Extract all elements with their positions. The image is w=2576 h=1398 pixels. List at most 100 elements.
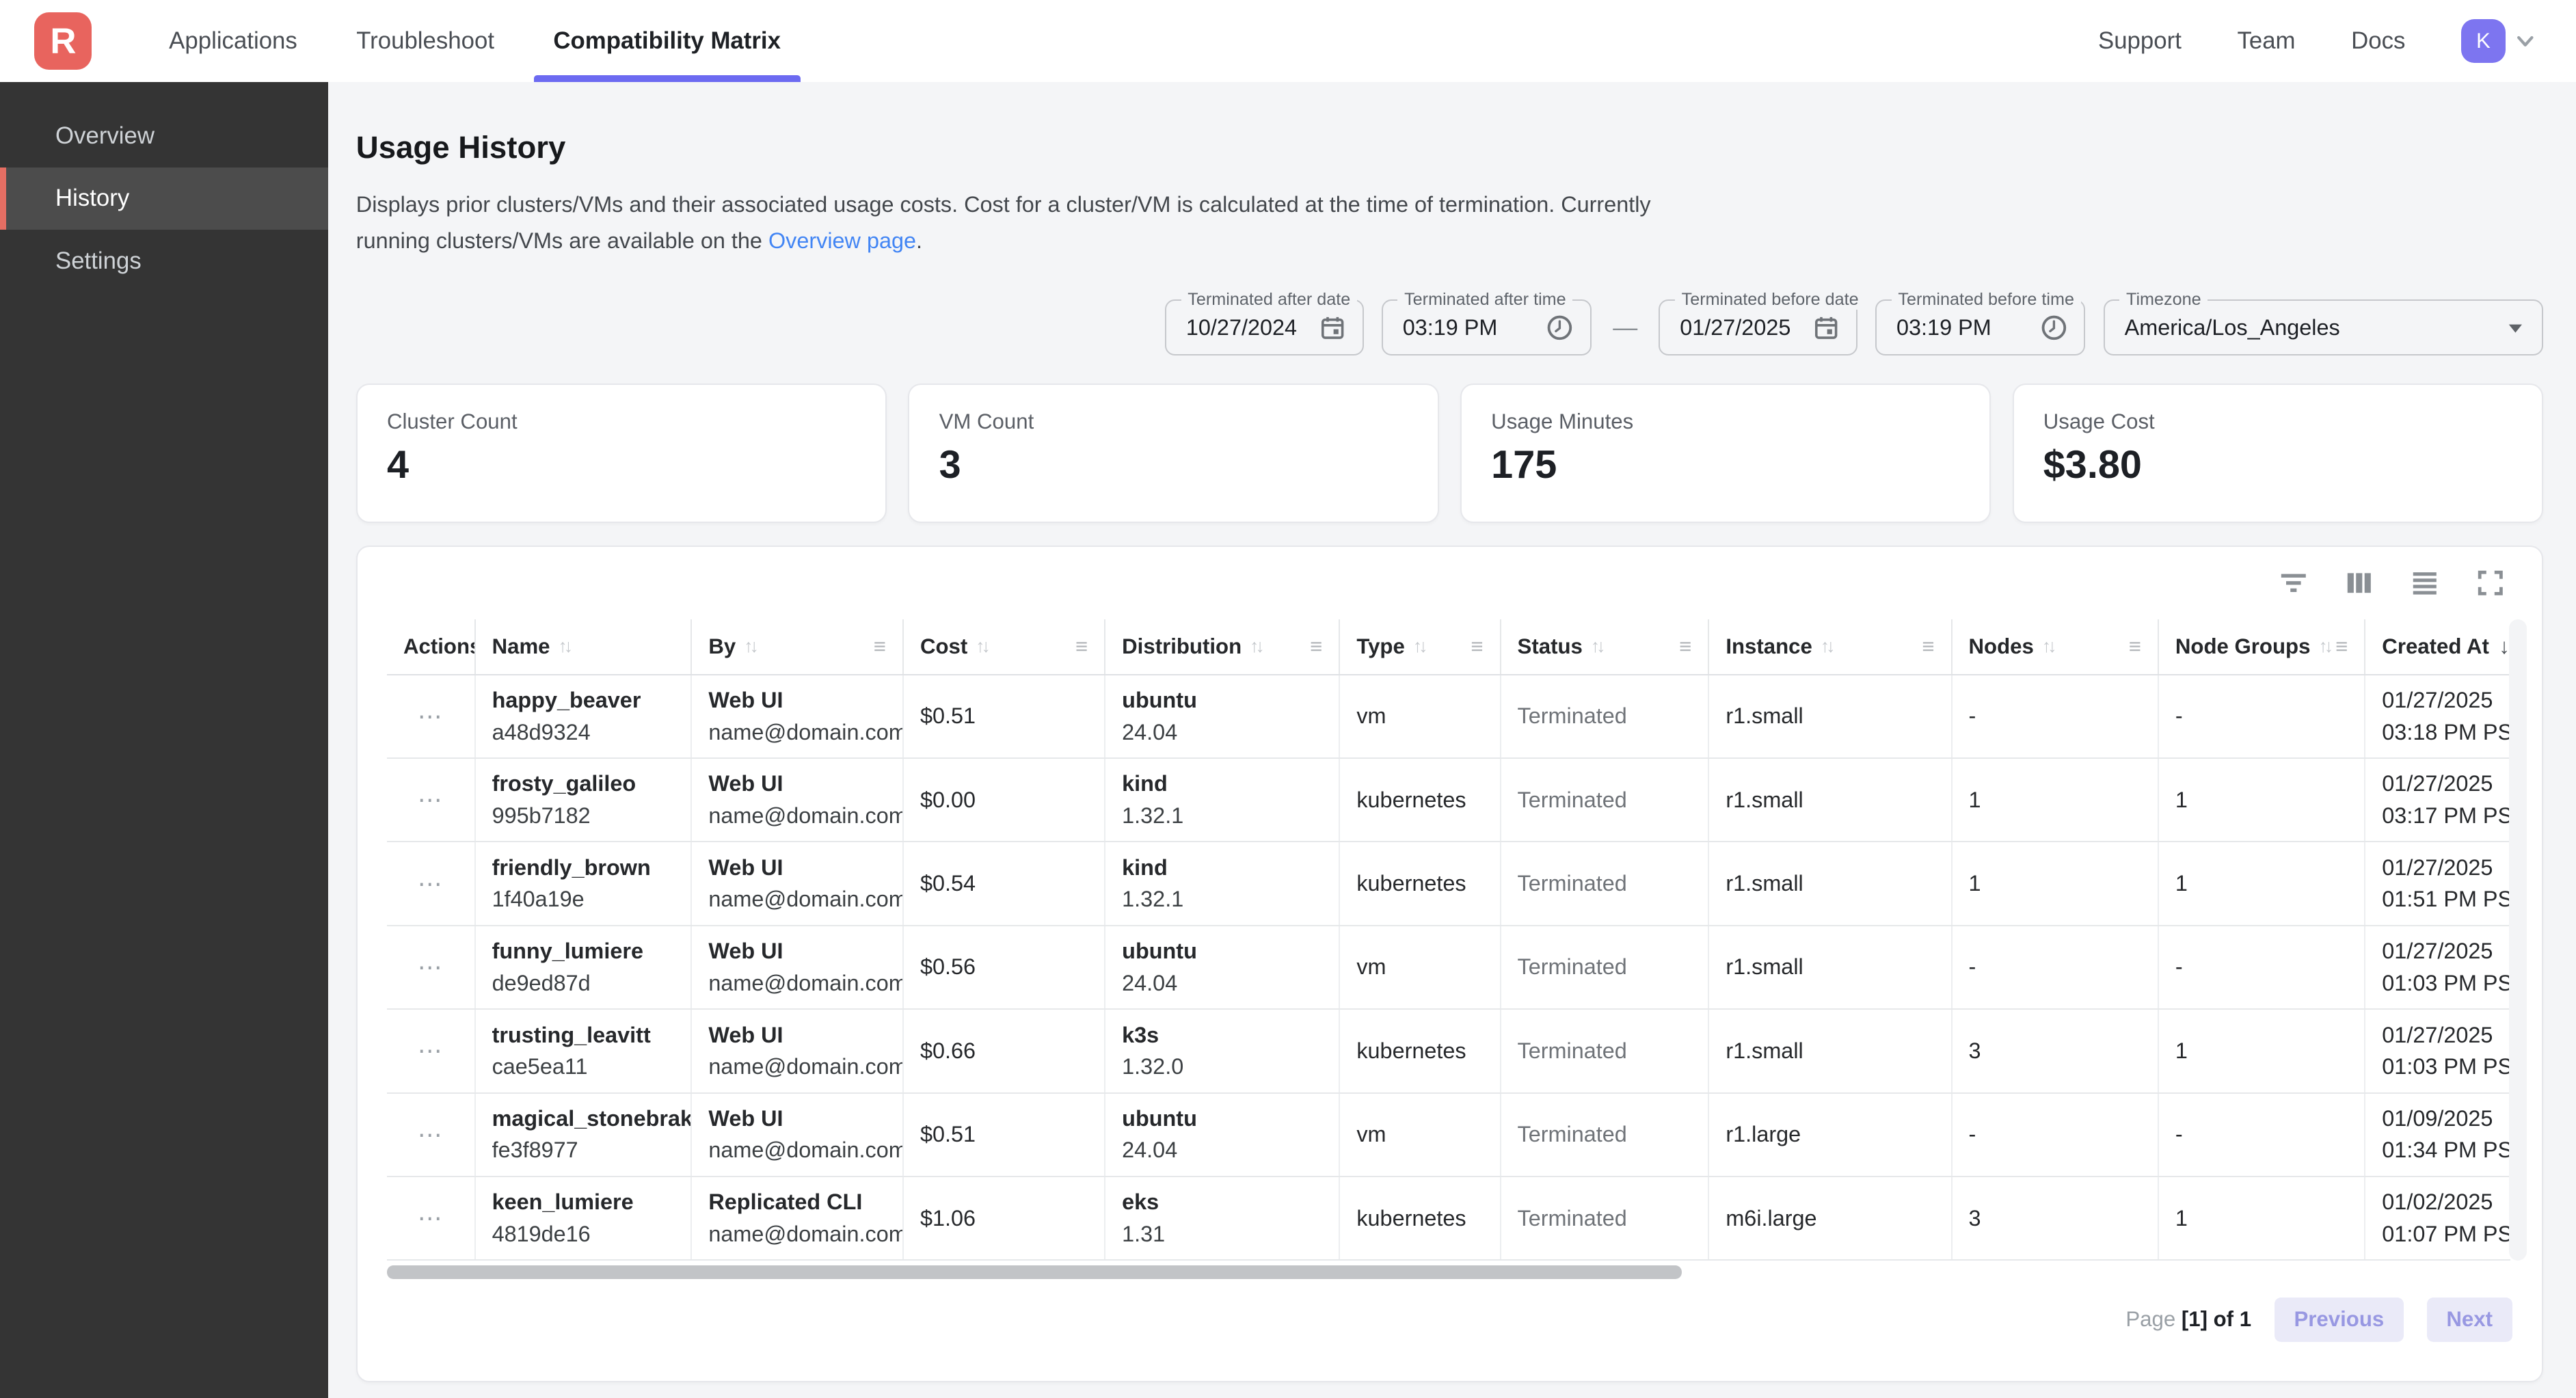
col-header-created-at[interactable]: Created At ↓ xyxy=(2382,634,2510,658)
row-actions-button[interactable]: ⋯ xyxy=(417,701,444,730)
avatar: K xyxy=(2461,18,2506,64)
stat-cards: Cluster Count 4 VM Count 3 Usage Minutes… xyxy=(355,383,2543,523)
col-header-type[interactable]: Type ↑↓ ≡ xyxy=(1340,619,1501,674)
instance-cell: m6i.large xyxy=(1709,1177,1953,1260)
previous-page-button[interactable]: Previous xyxy=(2274,1297,2404,1342)
calendar-icon[interactable] xyxy=(1319,314,1345,340)
sort-icon[interactable]: ↑↓ xyxy=(2041,636,2057,657)
sorted-desc-icon[interactable]: ↓ xyxy=(2499,634,2510,658)
sort-icon[interactable]: ↑↓ xyxy=(976,636,991,657)
row-actions-cell: ⋯ xyxy=(387,675,476,757)
status-cell: Terminated xyxy=(1501,1177,1710,1260)
name-cell: happy_beaver a48d9324 xyxy=(476,675,693,757)
pagination: Page [1] of 1 Previous Next xyxy=(2125,1297,2512,1342)
columns-icon[interactable] xyxy=(2344,567,2375,599)
timezone-select[interactable]: Timezone America/Los_Angeles xyxy=(2103,289,2543,355)
column-menu-icon[interactable]: ≡ xyxy=(1679,634,1692,658)
nodes-cell: 3 xyxy=(1953,1010,2159,1092)
sort-icon[interactable]: ↑↓ xyxy=(1250,636,1265,657)
row-actions-button[interactable]: ⋯ xyxy=(417,1204,444,1233)
density-icon[interactable] xyxy=(2409,567,2441,599)
sort-icon[interactable]: ↑↓ xyxy=(744,636,759,657)
email-link[interactable]: name@domain.com xyxy=(708,1054,904,1079)
sidebar-item-history[interactable]: History xyxy=(0,167,328,230)
grid-toolbar xyxy=(358,547,2542,619)
clock-icon[interactable] xyxy=(2040,314,2068,342)
replicated-logo[interactable]: R xyxy=(34,12,92,70)
col-header-by[interactable]: By ↑↓ ≡ xyxy=(692,619,904,674)
sort-icon[interactable]: ↑↓ xyxy=(1412,636,1428,657)
fullscreen-icon[interactable] xyxy=(2475,567,2506,599)
instance-cell: r1.small xyxy=(1709,758,1953,842)
sidebar-item-settings[interactable]: Settings xyxy=(55,247,142,274)
grid-header: Actions Name ↑↓ By ↑↓ ≡ Cost ↑↓ ≡ Distributio… xyxy=(386,619,2510,675)
email-link[interactable]: name@domain.com xyxy=(708,803,904,828)
email-link[interactable]: name@domain.com xyxy=(708,970,904,995)
calendar-icon[interactable] xyxy=(1813,314,1839,340)
by-cell: Web UI name@domain.com xyxy=(692,1093,904,1176)
column-menu-icon[interactable]: ≡ xyxy=(1471,634,1484,658)
col-header-status[interactable]: Status ↑↓ ≡ xyxy=(1501,619,1710,674)
clock-icon[interactable] xyxy=(1546,314,1574,342)
sidebar: Overview History Settings xyxy=(0,82,328,1398)
row-actions-button[interactable]: ⋯ xyxy=(417,1036,444,1065)
node-groups-cell: 1 xyxy=(2159,842,2366,925)
filter-icon[interactable] xyxy=(2278,567,2309,599)
type-cell: kubernetes xyxy=(1340,1177,1501,1260)
tab-applications[interactable]: Applications xyxy=(169,27,297,54)
team-link[interactable]: Team xyxy=(2237,27,2296,54)
terminated-after-date-field[interactable]: Terminated after date 10/27/2024 xyxy=(1165,289,1364,355)
sidebar-item-overview[interactable]: Overview xyxy=(55,122,155,150)
sort-icon[interactable]: ↑↓ xyxy=(1590,636,1606,657)
cost-cell: $0.51 xyxy=(904,675,1106,757)
col-header-nodes[interactable]: Nodes ↑↓ ≡ xyxy=(1953,619,2159,674)
row-actions-button[interactable]: ⋯ xyxy=(417,785,444,814)
distribution-cell: k3s 1.32.0 xyxy=(1105,1010,1341,1092)
col-header-cost[interactable]: Cost ↑↓ ≡ xyxy=(904,619,1106,674)
column-menu-icon[interactable]: ≡ xyxy=(873,634,886,658)
node-groups-cell: 1 xyxy=(2159,1177,2366,1260)
email-link[interactable]: name@domain.com xyxy=(708,887,904,912)
col-header-name[interactable]: Name ↑↓ xyxy=(476,619,693,674)
account-menu[interactable]: K xyxy=(2461,18,2536,64)
column-menu-icon[interactable]: ≡ xyxy=(2128,634,2141,658)
docs-link[interactable]: Docs xyxy=(2351,27,2406,54)
column-menu-icon[interactable]: ≡ xyxy=(2335,634,2348,658)
terminated-after-time-field[interactable]: Terminated after time 03:19 PM xyxy=(1381,289,1592,355)
col-header-node-groups[interactable]: Node Groups ↑↓ ≡ xyxy=(2159,619,2366,674)
support-link[interactable]: Support xyxy=(2097,27,2182,54)
row-actions-cell: ⋯ xyxy=(387,1010,476,1092)
page-description: Displays prior clusters/VMs and their as… xyxy=(355,191,1651,253)
sort-icon[interactable]: ↑↓ xyxy=(558,636,574,657)
email-link[interactable]: name@domain.com xyxy=(708,1221,904,1246)
horizontal-scrollbar[interactable] xyxy=(386,1265,2510,1279)
tab-troubleshoot[interactable]: Troubleshoot xyxy=(356,27,495,54)
nodes-cell: 3 xyxy=(1953,1177,2159,1260)
column-menu-icon[interactable]: ≡ xyxy=(1075,634,1088,658)
cost-cell: $0.66 xyxy=(904,1010,1106,1092)
row-actions-button[interactable]: ⋯ xyxy=(417,952,444,981)
overview-page-link[interactable]: Overview page xyxy=(768,228,916,253)
terminated-before-date-field[interactable]: Terminated before date 01/27/2025 xyxy=(1659,289,1866,355)
node-groups-cell: 1 xyxy=(2159,1010,2366,1092)
col-header-distribution[interactable]: Distribution ↑↓ ≡ xyxy=(1105,619,1341,674)
column-menu-icon[interactable]: ≡ xyxy=(1310,634,1323,658)
column-menu-icon[interactable]: ≡ xyxy=(1922,634,1935,658)
scrollbar-thumb[interactable] xyxy=(386,1265,1682,1279)
type-cell: kubernetes xyxy=(1340,758,1501,842)
sort-icon[interactable]: ↑↓ xyxy=(2318,636,2333,657)
terminated-before-time-field[interactable]: Terminated before time 03:19 PM xyxy=(1875,289,2086,355)
next-page-button[interactable]: Next xyxy=(2426,1297,2512,1342)
row-actions-cell: ⋯ xyxy=(387,758,476,842)
sort-icon[interactable]: ↑↓ xyxy=(1820,636,1836,657)
tab-compatibility-matrix[interactable]: Compatibility Matrix xyxy=(524,0,810,82)
col-header-instance[interactable]: Instance ↑↓ ≡ xyxy=(1709,619,1953,674)
vertical-scrollbar[interactable] xyxy=(2509,619,2527,1261)
email-link[interactable]: name@domain.com xyxy=(708,1138,904,1163)
row-actions-button[interactable]: ⋯ xyxy=(417,1120,444,1148)
email-link[interactable]: name@domain.com xyxy=(708,719,904,744)
row-actions-cell: ⋯ xyxy=(387,1093,476,1176)
row-actions-button[interactable]: ⋯ xyxy=(417,869,444,898)
